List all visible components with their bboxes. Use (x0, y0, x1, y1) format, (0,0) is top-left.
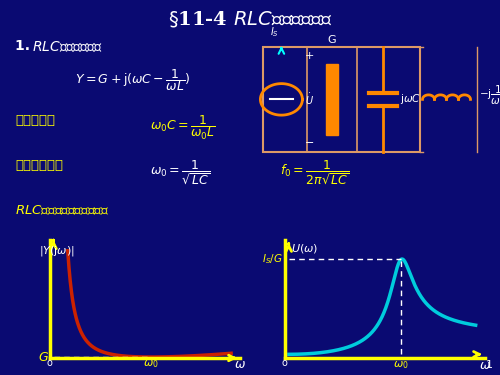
Text: $f_0 = \dfrac{1}{2\pi\sqrt{LC}}$: $f_0 = \dfrac{1}{2\pi\sqrt{LC}}$ (280, 159, 350, 188)
Text: $\omega_0 C = \dfrac{1}{\omega_0 L}$: $\omega_0 C = \dfrac{1}{\omega_0 L}$ (150, 114, 216, 142)
Text: 谐振条件：: 谐振条件： (15, 114, 55, 128)
Text: $|Y(\mathrm{j}\omega)|$: $|Y(\mathrm{j}\omega)|$ (40, 243, 75, 258)
Text: $\omega$: $\omega$ (479, 359, 491, 372)
Text: $RLC$并联谐振电路: $RLC$并联谐振电路 (32, 39, 104, 54)
Text: $\omega_0 = \dfrac{1}{\sqrt{LC}}$: $\omega_0 = \dfrac{1}{\sqrt{LC}}$ (150, 159, 210, 188)
Text: $\omega_0$: $\omega_0$ (144, 358, 159, 370)
Text: $\mathrm{j}\omega C$: $\mathrm{j}\omega C$ (400, 92, 421, 106)
Bar (262, 47, 420, 152)
Text: $-\mathrm{j}\dfrac{1}{\omega L}$: $-\mathrm{j}\dfrac{1}{\omega L}$ (479, 84, 500, 107)
Text: $\dot{U}$: $\dot{U}$ (305, 92, 314, 107)
Text: $\dot{I}_S$: $\dot{I}_S$ (270, 22, 279, 39)
Text: $I_S/G$: $I_S/G$ (262, 252, 283, 266)
Text: +: + (305, 51, 314, 61)
Text: $G$: $G$ (38, 351, 49, 363)
Text: $\omega_0$: $\omega_0$ (393, 360, 408, 371)
Text: 1.: 1. (15, 39, 35, 53)
Text: G: G (328, 35, 336, 45)
Text: $Y = G + \mathrm{j}(\omega C - \dfrac{1}{\omega L})$: $Y = G + \mathrm{j}(\omega C - \dfrac{1}… (75, 68, 190, 93)
Text: o: o (46, 358, 52, 368)
Bar (326, 64, 338, 135)
Text: o: o (281, 358, 287, 368)
Text: $U(\omega)$: $U(\omega)$ (290, 242, 318, 255)
Text: 谐振角频率：: 谐振角频率： (15, 159, 63, 172)
Text: 1: 1 (486, 360, 492, 370)
Text: $\omega$: $\omega$ (234, 358, 246, 371)
Text: $RLC$并联电路的频率特性：: $RLC$并联电路的频率特性： (15, 204, 110, 218)
Text: −: − (305, 138, 314, 148)
Text: $\S$11-4 $RLC$并联谐振电路: $\S$11-4 $RLC$并联谐振电路 (168, 9, 332, 29)
